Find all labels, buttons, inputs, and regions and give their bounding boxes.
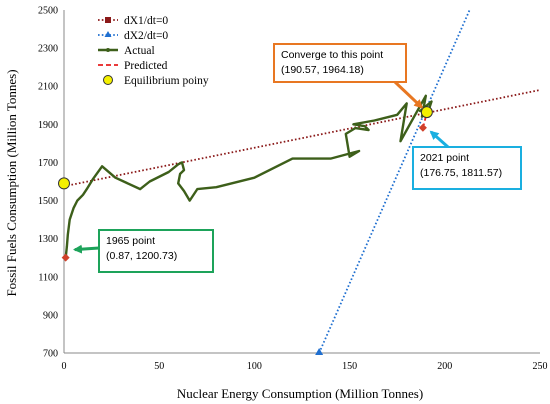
annotation-text-p2021: 2021 point	[420, 152, 469, 164]
equilibrium-point	[420, 106, 433, 119]
start-point-marker	[61, 253, 70, 262]
triangle-marker	[315, 348, 324, 355]
legend-label-0: dX1/dt=0	[124, 15, 168, 27]
equilibrium-point	[58, 177, 70, 190]
legend-label-2: Actual	[124, 45, 155, 57]
y-tick-label: 1900	[38, 120, 58, 131]
end-point-marker	[418, 123, 427, 132]
series-line-2	[64, 94, 433, 258]
x-tick-label: 100	[247, 361, 262, 372]
annotation-text-converge: (190.57, 1964.18)	[281, 64, 364, 76]
legend-marker-1	[104, 31, 112, 37]
y-tick-label: 1700	[38, 158, 58, 169]
annotation-arrow-p2021	[429, 130, 449, 149]
series-line-0	[63, 89, 541, 188]
y-tick-label: 900	[43, 310, 58, 321]
y-tick-label: 700	[43, 349, 58, 360]
y-tick-label: 1100	[38, 272, 58, 283]
y-tick-label: 1500	[38, 196, 58, 207]
y-tick-label: 2300	[38, 44, 58, 55]
legend-symbol-4	[103, 75, 113, 85]
annotation-arrow-p1965	[72, 244, 100, 254]
annotation-arrow-converge	[393, 80, 424, 109]
series-line-1	[318, 9, 471, 354]
y-tick-label: 1300	[38, 234, 58, 245]
axes: 0 50 100 150 200 250 700 900 1100 1300 1500 1700 190…	[38, 6, 548, 373]
series-markers	[58, 106, 433, 355]
x-tick-label: 250	[533, 361, 548, 372]
legend-label-4: Equilibrium poiny	[124, 75, 209, 87]
annotations: Converge to this point (190.57, 1964.18) 2…	[72, 43, 522, 273]
legend-label-1: dX2/dt=0	[124, 30, 168, 42]
x-tick-label: 200	[437, 361, 452, 372]
legend-marker-0	[105, 17, 111, 23]
annotation-box-p2021	[412, 146, 522, 190]
annotation-text-p2021: (176.75, 1811.57)	[420, 167, 502, 179]
legend-marker-2	[106, 48, 110, 52]
y-axis-title: Fossil Fuels Consumption (Million Tonnes…	[4, 69, 19, 296]
y-tick-label: 2100	[38, 82, 58, 93]
annotation-text-p1965: (0.87, 1200.73)	[106, 250, 177, 262]
x-axis-title: Nuclear Energy Consumption (Million Tonn…	[177, 386, 423, 401]
y-tick-label: 2500	[38, 6, 58, 17]
x-tick-label: 50	[154, 361, 164, 372]
legend: dX1/dt=0 dX2/dt=0 Actual Predicted Equilibri…	[98, 15, 209, 87]
annotation-text-p1965: 1965 point	[106, 235, 155, 247]
annotation-text-converge: Converge to this point	[281, 49, 383, 61]
annotation-box-converge	[273, 43, 407, 83]
x-tick-label: 150	[342, 361, 357, 372]
annotation-box-p1965	[98, 229, 214, 273]
legend-label-3: Predicted	[124, 60, 168, 72]
x-tick-label: 0	[62, 361, 67, 372]
